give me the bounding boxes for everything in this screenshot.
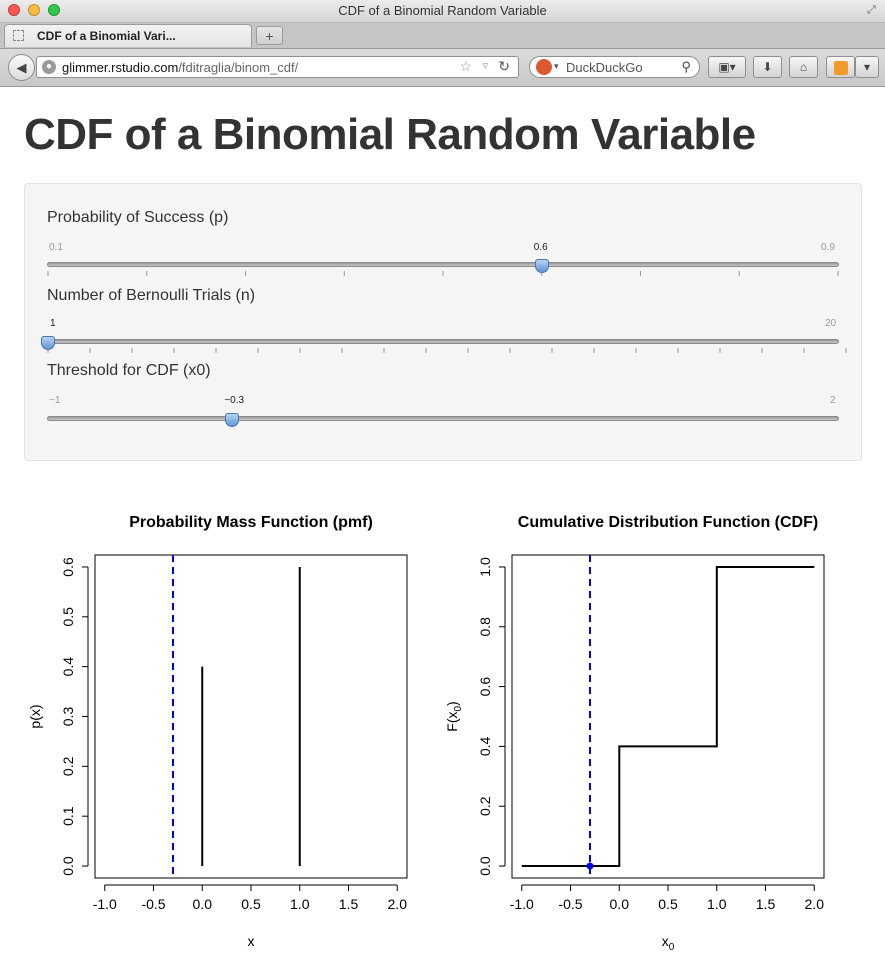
url-text[interactable]: glimmer.rstudio.com/fditraglia/binom_cdf…	[62, 60, 298, 75]
slider-n-label: Number of Bernoulli Trials (n)	[47, 287, 256, 304]
cdf-chart: Cumulative Distribution Function (CDF) -1…	[444, 514, 825, 953]
y-tick-label: 0.2	[60, 756, 76, 776]
x-axis-label: x0	[662, 933, 675, 953]
y-axis-label: p(x)	[27, 704, 43, 728]
home-icon[interactable]: ⌂	[789, 56, 818, 78]
page-title: CDF of a Binomial Random Variable	[24, 110, 756, 159]
x-tick-label: 2.0	[805, 896, 825, 912]
y-tick-label: 0.4	[60, 657, 76, 677]
slider-p-min-label: 0.1	[49, 242, 63, 253]
x-tick-label: 2.0	[388, 896, 408, 912]
x-tick-label: -0.5	[558, 896, 582, 912]
slider-x0-value-label: −0.3	[224, 395, 245, 406]
pmf-chart: Probability Mass Function (pmf) -1.0 -0.5 0…	[27, 514, 408, 949]
x-tick-label: 1.5	[339, 896, 359, 912]
slider-x0-max-label: 2	[830, 395, 836, 406]
y-axis-label: F(x0)	[444, 701, 464, 731]
new-tab-button[interactable]: +	[256, 26, 283, 45]
slider-n-max-label: 20	[825, 318, 837, 329]
slider-p-handle[interactable]	[534, 259, 549, 273]
bookmarks-button[interactable]: ▣▾	[708, 56, 746, 78]
y-tick-label: 0.6	[60, 557, 76, 577]
cdf-threshold-point	[586, 862, 594, 870]
minimize-window-button[interactable]	[28, 4, 40, 16]
slider-p-track[interactable]	[47, 262, 839, 267]
x-tick-label: -1.0	[510, 896, 534, 912]
back-button[interactable]: ◀	[8, 54, 35, 81]
slider-x0-min-label: −1	[49, 395, 61, 406]
bookmark-star-icon[interactable]: ☆	[459, 58, 472, 74]
cdf-step-line	[521, 566, 815, 867]
url-bar[interactable]: ● glimmer.rstudio.com/fditraglia/binom_c…	[36, 56, 519, 78]
url-host: glimmer.rstudio.com	[62, 60, 179, 75]
x-tick-label: 0.5	[241, 896, 261, 912]
addon-button[interactable]	[826, 56, 855, 78]
tab-label: CDF of a Binomial Vari...	[37, 29, 176, 43]
chart-title: Probability Mass Function (pmf)	[129, 514, 373, 531]
slider-x0-track[interactable]	[47, 416, 839, 421]
y-tick-label: 0.6	[477, 677, 493, 697]
y-tick-label: 0.0	[60, 856, 76, 876]
x-axis-label: x	[248, 933, 255, 949]
y-tick-label: 0.3	[60, 707, 76, 727]
addon-icon	[833, 60, 848, 75]
window-titlebar: CDF of a Binomial Random Variable ⤢	[0, 0, 885, 23]
x-tick-label: -0.5	[141, 896, 165, 912]
slider-p-label: Probability of Success (p)	[47, 209, 229, 226]
navigation-toolbar: ◀ ● glimmer.rstudio.com/fditraglia/binom…	[0, 49, 885, 87]
x-tick-label: 0.5	[658, 896, 678, 912]
y-tick-label: 0.0	[477, 856, 493, 876]
tab-bar: CDF of a Binomial Vari... +	[0, 23, 885, 49]
y-tick-label: 1.0	[477, 557, 493, 577]
plot-frame	[511, 554, 825, 879]
y-tick-label: 0.1	[60, 806, 76, 826]
y-tick-label: 0.5	[60, 607, 76, 627]
window-title: CDF of a Binomial Random Variable	[338, 3, 547, 18]
search-input[interactable]: DuckDuckGo	[566, 60, 643, 75]
page-favicon-icon	[13, 30, 24, 41]
addon-menu-chevron-icon[interactable]: ▾	[855, 56, 879, 78]
x-tick-label: 1.0	[290, 896, 310, 912]
controls-panel	[24, 183, 862, 461]
slider-p-max-label: 0.9	[821, 242, 835, 253]
search-engine-dropdown-icon[interactable]: ▾	[554, 61, 559, 71]
download-icon[interactable]: ⬇	[753, 56, 782, 78]
globe-icon: ●	[42, 60, 56, 74]
zoom-window-button[interactable]	[48, 4, 60, 16]
fullscreen-icon[interactable]: ⤢	[867, 4, 876, 16]
search-bar[interactable]: ▾ DuckDuckGo ⚲	[529, 56, 700, 78]
url-path: /fditraglia/binom_cdf/	[178, 60, 299, 75]
x-tick-label: 1.0	[707, 896, 727, 912]
slider-n-handle[interactable]	[41, 336, 55, 350]
slider-n-min-label: 1	[50, 318, 56, 329]
search-icon[interactable]: ⚲	[681, 59, 691, 74]
x-tick-label: 0.0	[610, 896, 630, 912]
tab-active[interactable]: CDF of a Binomial Vari...	[4, 24, 252, 47]
x-tick-label: 0.0	[193, 896, 213, 912]
close-window-button[interactable]	[8, 4, 20, 16]
x-tick-label: 1.5	[756, 896, 776, 912]
slider-p-value-label: 0.6	[533, 242, 548, 253]
chart-title: Cumulative Distribution Function (CDF)	[518, 514, 818, 531]
duckduckgo-icon[interactable]	[536, 59, 552, 75]
reload-icon[interactable]: ↻	[498, 58, 510, 74]
y-tick-label: 0.4	[477, 736, 493, 756]
slider-n-track[interactable]	[47, 339, 839, 344]
slider-x0-handle[interactable]	[225, 413, 240, 427]
url-dropdown-icon[interactable]: ▿	[482, 60, 488, 72]
slider-x0-label: Threshold for CDF (x0)	[47, 362, 211, 379]
x-tick-label: -1.0	[93, 896, 117, 912]
y-tick-label: 0.8	[477, 617, 493, 637]
plot-frame	[94, 554, 408, 879]
y-tick-label: 0.2	[477, 796, 493, 816]
